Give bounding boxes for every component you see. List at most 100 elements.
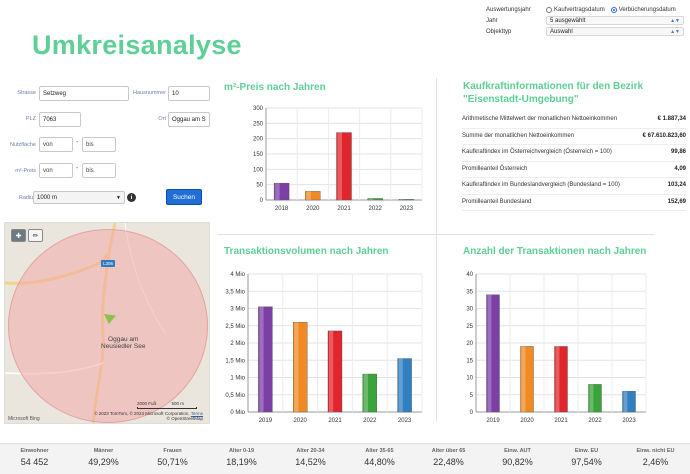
x-tick-label: 2023 [400, 206, 414, 212]
ort-input[interactable]: Oggau am S [168, 112, 210, 127]
y-tick-label: 25 [466, 324, 473, 330]
x-tick-label: 2020 [306, 206, 320, 212]
stat-value: 97,54% [571, 457, 602, 467]
radio-verbuecherungsdatum[interactable]: Verbücherungsdatum [610, 6, 676, 13]
jahr-label: Jahr [486, 17, 498, 24]
x-tick-label: 2023 [622, 418, 636, 424]
stat-item: Männer 49,29% [69, 444, 138, 474]
x-tick-label: 2021 [337, 206, 351, 212]
stat-value: 22,48% [433, 457, 464, 467]
stat-value: 50,71% [157, 457, 188, 467]
radio-off-icon [546, 6, 552, 13]
kaufkraft-label: Promilleanteil Bundesland [462, 198, 532, 205]
stat-item: Einw. AUT 90,82% [483, 444, 552, 474]
stats-bar: Einwohner 54 452 Männer 49,29% Frauen 50,71% A… [0, 443, 690, 474]
stat-label: Frauen [163, 448, 182, 454]
kaufkraft-label: Promilleanteil Österreich [462, 165, 528, 172]
radius-circle [8, 229, 208, 423]
map[interactable]: ✚ ✏ L306 Oggau am Neusiedler See 2000 Fu… [4, 222, 210, 424]
stat-item: Einwohner 54 452 [0, 444, 69, 474]
stat-value: 44,80% [364, 457, 395, 467]
plz-label: PLZ [25, 116, 36, 122]
y-tick-label: 20 [466, 341, 473, 347]
location-pin-icon [104, 314, 116, 324]
x-tick-label: 2018 [275, 206, 289, 212]
kaufkraft-label: Arithmetische Mittelwert der monatlichen… [462, 116, 618, 122]
map-scale: 2000 Fuß 500 m [137, 401, 197, 409]
volumen-chart-svg: 0 Mio 0,5 Mio 1 Mio 1,5 Mio 2 Mio 2,5 Mio 3 Mi… [225, 272, 423, 424]
bar [292, 322, 308, 413]
info-icon[interactable]: i [127, 193, 136, 202]
bar [588, 384, 602, 413]
bar-highlight [398, 358, 403, 412]
bar [336, 132, 352, 201]
x-tick-label: 2022 [369, 206, 383, 212]
bar [258, 306, 273, 413]
bar [397, 358, 412, 413]
bar-highlight [329, 330, 334, 412]
map-tools: ✚ ✏ [11, 229, 43, 242]
map-provider-logo: Microsoft Bing [8, 416, 40, 422]
y-tick-label: 10 [466, 376, 473, 382]
eraser-icon[interactable]: ✏ [28, 229, 43, 242]
y-tick-label: 250 [253, 121, 264, 127]
preis-chart-title: m²-Preis nach Jahren [224, 82, 326, 93]
terms-link[interactable]: Terms [190, 411, 203, 416]
kaufkraft-row: Promilleanteil Bundesland 152,69 [462, 195, 686, 211]
y-tick-label: 1,5 Mio [225, 358, 245, 364]
bar [622, 391, 636, 413]
y-tick-label: 100 [253, 167, 264, 173]
nutzflaeche-von-input[interactable]: von [39, 137, 73, 152]
bar [273, 182, 290, 201]
draw-tool-icon[interactable]: ✚ [11, 229, 26, 242]
strasse-input[interactable]: Setzweg [39, 86, 129, 101]
page-title: Umkreisanalyse [32, 30, 242, 60]
stat-item: Einw. EU 97,54% [552, 444, 621, 474]
nutzflaeche-bis-input[interactable]: bis [82, 137, 116, 152]
bar [398, 199, 415, 201]
kaufkraft-value: € 1.887,34 [657, 116, 686, 122]
bar-highlight [294, 322, 299, 412]
bar-highlight [555, 346, 560, 412]
search-button[interactable]: Suchen [166, 189, 202, 205]
x-tick-label: 2020 [294, 418, 308, 424]
preis-von-input[interactable]: von [39, 163, 73, 178]
road-label: L306 [101, 260, 116, 267]
hausnummer-input[interactable]: 10 [168, 86, 210, 101]
bar [305, 191, 321, 201]
bar [367, 198, 383, 201]
range-dash: - [76, 139, 79, 146]
kaufkraft-value: 4,09 [674, 165, 686, 172]
radio-kaufvertragsdatum[interactable]: Kaufvertragsdatum [546, 6, 605, 13]
anzahl-chart: 0 5 10 15 20 25 30 35 40 2019 2020 2021 2022 2023 [446, 268, 652, 428]
stat-value: 2,46% [642, 457, 669, 467]
radius-select[interactable]: 1000 m ▼ [33, 191, 125, 204]
strasse-label: Strasse [17, 90, 36, 96]
bar [486, 294, 500, 413]
preis-bis-input[interactable]: bis [82, 163, 116, 178]
jahr-select[interactable]: 5 ausgewählt ▲▼ [546, 16, 684, 25]
divider [436, 78, 437, 422]
stat-item: Alter 35-65 44,80% [345, 444, 414, 474]
kaufkraft-row: Kaufkraftindex im Bundeslandvergleich (B… [462, 178, 686, 195]
bar-highlight [521, 346, 526, 412]
bar-highlight [306, 191, 311, 200]
y-tick-label: 200 [253, 137, 264, 143]
chevron-updown-icon: ▲▼ [670, 17, 680, 24]
stat-label: Einw. EU [574, 448, 599, 454]
anzahl-chart-svg: 0 5 10 15 20 25 30 35 40 2019 2020 2021 2022 2023 [466, 272, 647, 424]
bar-highlight [363, 374, 368, 412]
preis-chart-svg: 0 50 100 150 200 250 300 2018 2020 2021 2022 2023 [253, 106, 423, 212]
kaufkraft-row: Kaufkraftindex im Österreichvergleich (Ö… [462, 145, 686, 162]
town-label: Oggau am Neusiedler See [101, 336, 146, 351]
y-tick-label: 30 [466, 307, 473, 313]
objekttyp-select[interactable]: Auswahl ▲▼ [546, 27, 684, 36]
bar [520, 346, 534, 413]
kaufkraft-value: 103,24 [667, 182, 686, 188]
plz-input[interactable]: 7063 [39, 112, 81, 127]
y-tick-label: 4 Mio [230, 272, 245, 278]
stat-item: Alter 20-34 14,52% [276, 444, 345, 474]
bar-highlight [623, 391, 628, 412]
bar-highlight [259, 306, 264, 412]
stat-value: 90,82% [502, 457, 533, 467]
